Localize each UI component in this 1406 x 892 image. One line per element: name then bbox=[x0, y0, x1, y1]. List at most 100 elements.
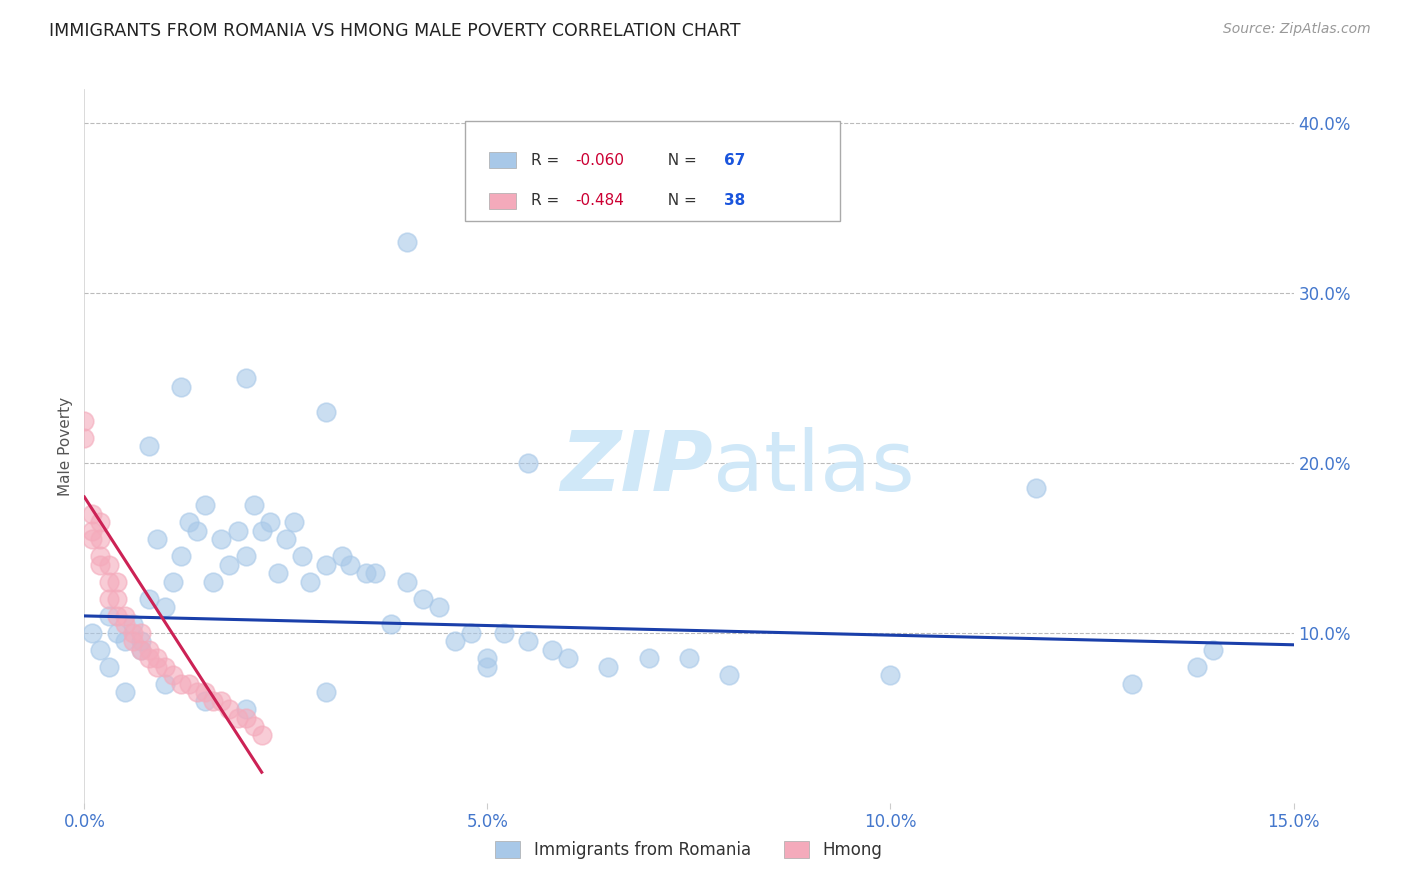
Point bbox=[444, 634, 467, 648]
Point bbox=[138, 439, 160, 453]
Point bbox=[129, 626, 152, 640]
Point bbox=[226, 711, 249, 725]
FancyBboxPatch shape bbox=[465, 121, 841, 221]
Point bbox=[250, 524, 273, 538]
Point bbox=[97, 608, 120, 623]
Point bbox=[82, 507, 104, 521]
Point bbox=[89, 643, 111, 657]
Point bbox=[194, 499, 217, 513]
Point bbox=[194, 694, 217, 708]
Point bbox=[427, 600, 450, 615]
Point bbox=[477, 651, 499, 665]
Point bbox=[516, 634, 538, 648]
Point bbox=[315, 405, 337, 419]
Point bbox=[138, 651, 160, 665]
Point bbox=[129, 634, 152, 648]
Point bbox=[129, 643, 152, 657]
Point bbox=[291, 549, 314, 564]
Point bbox=[146, 660, 169, 674]
Text: Source: ZipAtlas.com: Source: ZipAtlas.com bbox=[1223, 22, 1371, 37]
Point bbox=[1025, 482, 1047, 496]
Text: R =: R = bbox=[530, 194, 564, 209]
Point bbox=[73, 430, 96, 444]
Bar bbox=[489, 153, 516, 168]
Text: 38: 38 bbox=[724, 194, 745, 209]
Point bbox=[129, 643, 152, 657]
Point bbox=[202, 574, 225, 589]
Text: -0.484: -0.484 bbox=[575, 194, 624, 209]
Point bbox=[218, 558, 240, 572]
Point bbox=[114, 617, 136, 632]
Point bbox=[259, 516, 281, 530]
Point bbox=[153, 600, 176, 615]
Point bbox=[235, 711, 257, 725]
Point bbox=[89, 516, 111, 530]
Point bbox=[718, 668, 741, 682]
Point bbox=[557, 651, 579, 665]
Point bbox=[299, 574, 322, 589]
Text: N =: N = bbox=[658, 194, 702, 209]
Point bbox=[1185, 660, 1208, 674]
Text: 67: 67 bbox=[724, 153, 745, 168]
Text: ZIP: ZIP bbox=[561, 427, 713, 508]
Point bbox=[179, 516, 201, 530]
Point bbox=[153, 660, 176, 674]
Point bbox=[1202, 643, 1225, 657]
Point bbox=[89, 558, 111, 572]
Point bbox=[162, 574, 184, 589]
Point bbox=[242, 499, 264, 513]
Point bbox=[235, 702, 257, 716]
Point bbox=[138, 591, 160, 606]
Point bbox=[209, 533, 232, 547]
Y-axis label: Male Poverty: Male Poverty bbox=[58, 396, 73, 496]
Point bbox=[315, 558, 337, 572]
Point bbox=[194, 685, 217, 699]
Point bbox=[170, 379, 193, 393]
Point bbox=[114, 634, 136, 648]
Point bbox=[678, 651, 700, 665]
Point bbox=[105, 608, 128, 623]
Point bbox=[82, 533, 104, 547]
Point bbox=[105, 626, 128, 640]
Point bbox=[146, 533, 169, 547]
Point bbox=[138, 643, 160, 657]
Point bbox=[97, 558, 120, 572]
Point bbox=[121, 617, 143, 632]
Legend: Immigrants from Romania, Hmong: Immigrants from Romania, Hmong bbox=[489, 834, 889, 866]
Point bbox=[356, 566, 378, 581]
Point bbox=[89, 549, 111, 564]
Point bbox=[186, 685, 208, 699]
Point bbox=[97, 574, 120, 589]
Point bbox=[105, 574, 128, 589]
Point bbox=[82, 524, 104, 538]
Point bbox=[395, 235, 418, 249]
Point bbox=[114, 685, 136, 699]
Text: -0.060: -0.060 bbox=[575, 153, 624, 168]
Point bbox=[153, 677, 176, 691]
Point bbox=[477, 660, 499, 674]
Point bbox=[598, 660, 620, 674]
Point bbox=[186, 524, 208, 538]
Point bbox=[97, 660, 120, 674]
Point bbox=[170, 677, 193, 691]
Point bbox=[250, 728, 273, 742]
Text: R =: R = bbox=[530, 153, 564, 168]
Point bbox=[242, 719, 264, 733]
Point bbox=[202, 694, 225, 708]
Point bbox=[218, 702, 240, 716]
Point bbox=[460, 626, 482, 640]
Point bbox=[97, 591, 120, 606]
Point bbox=[492, 626, 515, 640]
Point bbox=[395, 574, 418, 589]
Point bbox=[170, 549, 193, 564]
Point bbox=[226, 524, 249, 538]
Point bbox=[82, 626, 104, 640]
Text: IMMIGRANTS FROM ROMANIA VS HMONG MALE POVERTY CORRELATION CHART: IMMIGRANTS FROM ROMANIA VS HMONG MALE PO… bbox=[49, 22, 741, 40]
Point bbox=[121, 626, 143, 640]
Bar bbox=[489, 193, 516, 209]
Point bbox=[121, 634, 143, 648]
Point bbox=[114, 608, 136, 623]
Point bbox=[235, 549, 257, 564]
Point bbox=[274, 533, 297, 547]
Text: atlas: atlas bbox=[713, 427, 915, 508]
